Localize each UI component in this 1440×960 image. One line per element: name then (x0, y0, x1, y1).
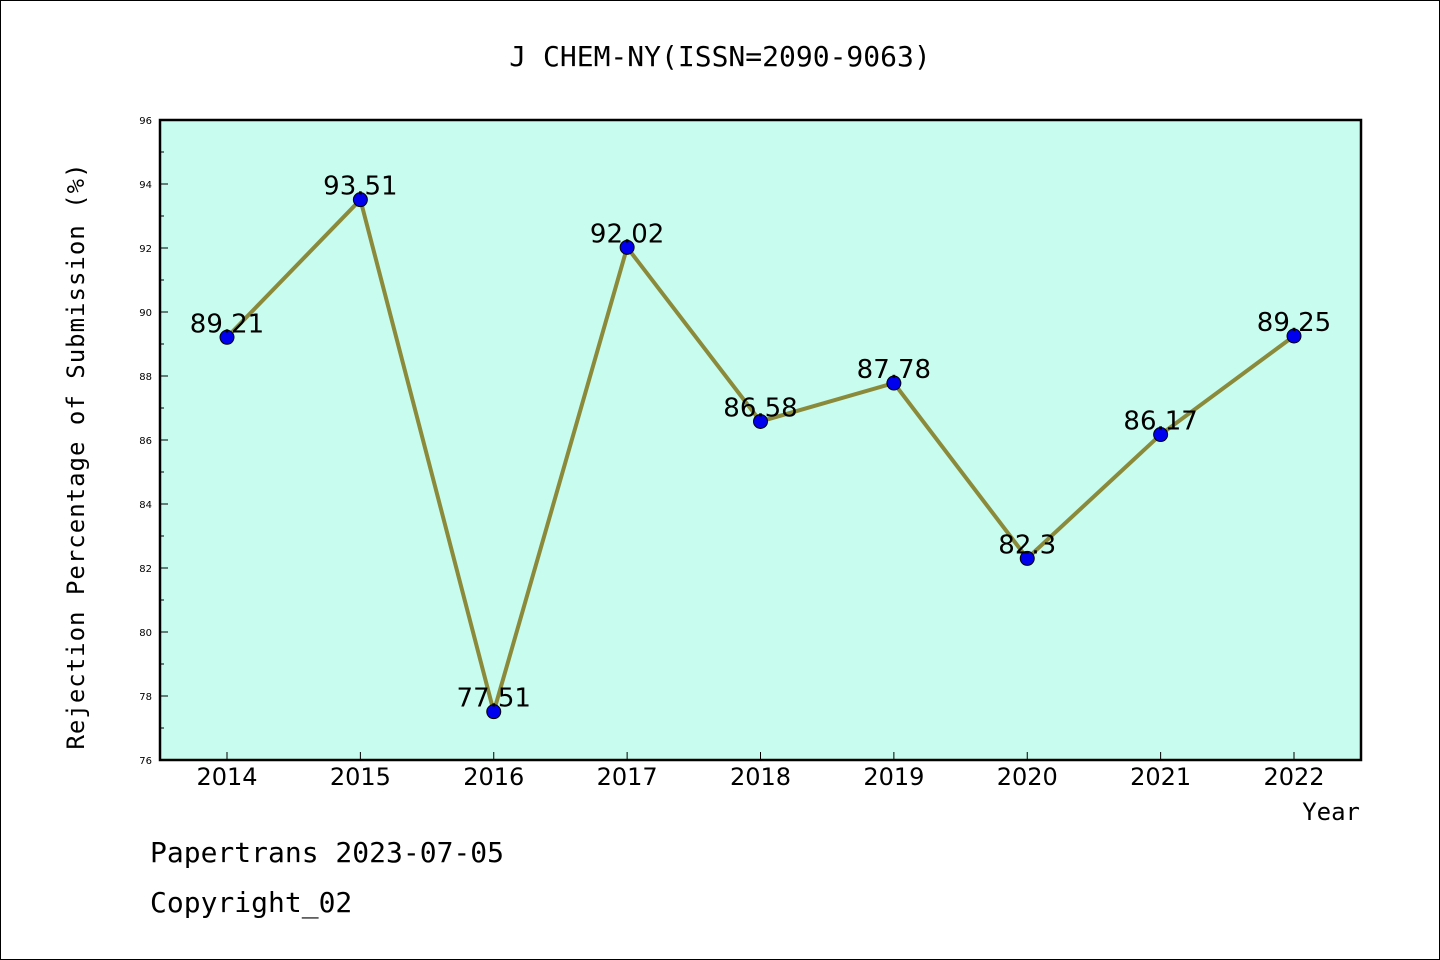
y-tick-label: 90 (139, 308, 152, 319)
x-tick-label: 2016 (463, 763, 524, 791)
data-label: 77.51 (457, 684, 531, 714)
data-label: 89.21 (190, 309, 264, 339)
data-point (1286, 328, 1302, 344)
data-label: 93.51 (323, 172, 397, 202)
x-tick-label: 2021 (1130, 763, 1191, 791)
data-label: 86.58 (723, 393, 797, 423)
y-tick-label: 92 (139, 244, 152, 255)
y-axis-label: Rejection Percentage of Submission (%) (62, 162, 90, 749)
data-point (886, 375, 902, 391)
y-tick-label: 82 (139, 564, 152, 575)
x-tick-label: 2017 (597, 763, 658, 791)
x-tick-label: 2019 (863, 763, 924, 791)
y-tick-label: 96 (139, 116, 152, 127)
data-label: 92.02 (590, 219, 664, 249)
data-point (1153, 427, 1169, 443)
y-tick-label: 88 (139, 372, 152, 383)
x-tick-label: 2014 (196, 763, 257, 791)
data-labels: 89.21 93.51 77.51 92.02 86.58 87.78 82.3 86.17 8… (190, 172, 1331, 714)
data-point (753, 413, 768, 429)
y-tick-label: 78 (139, 692, 152, 703)
footer-date: Papertrans 2023-07-05 (150, 836, 505, 869)
data-point (486, 704, 502, 720)
series-group (219, 192, 1302, 720)
data-point (352, 192, 368, 208)
plot-area (158, 118, 1363, 762)
data-label: 89.25 (1257, 308, 1331, 338)
footer-copyright: Copyright_02 (150, 886, 353, 919)
data-point (619, 239, 635, 255)
data-point (219, 329, 235, 345)
y-axis-ticks: 76 78 80 82 84 86 88 90 92 94 96 (139, 116, 168, 767)
data-point (1019, 550, 1035, 566)
y-tick-label: 80 (139, 628, 152, 639)
data-label: 82.3 (998, 530, 1056, 560)
x-tick-label: 2020 (997, 763, 1058, 791)
data-label: 87.78 (857, 355, 931, 385)
y-tick-label: 94 (139, 180, 152, 191)
y-tick-label: 86 (139, 436, 152, 447)
x-tick-label: 2022 (1263, 763, 1324, 791)
y-tick-label: 76 (139, 756, 152, 767)
y-tick-label: 84 (139, 500, 152, 511)
data-label: 86.17 (1123, 407, 1197, 437)
x-tick-label: 2015 (330, 763, 391, 791)
chart-title: J CHEM-NY(ISSN=2090-9063) (509, 40, 930, 73)
x-tick-label: 2018 (730, 763, 791, 791)
x-axis-label: Year (1302, 798, 1360, 826)
x-axis-ticks: 2014 2015 2016 2017 2018 2019 2020 2021 2022 (196, 752, 1325, 791)
